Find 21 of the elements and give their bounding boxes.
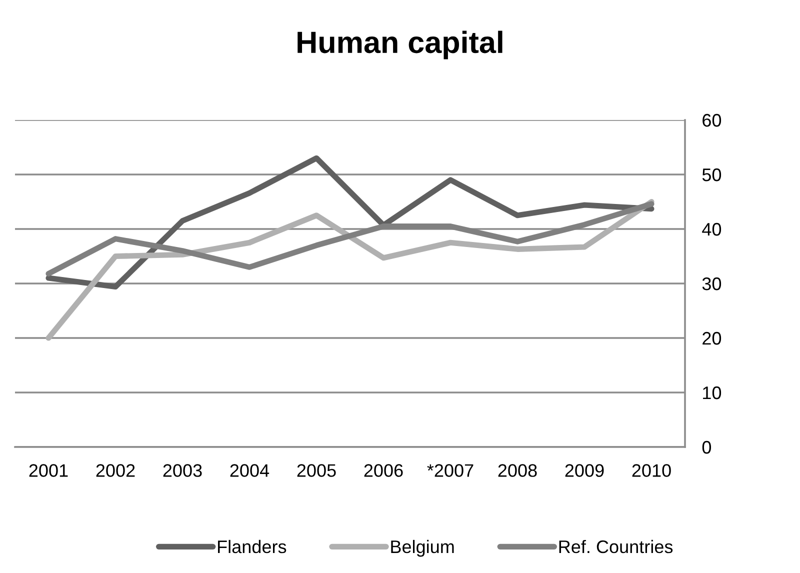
x-tick-label: 2006: [364, 464, 403, 477]
x-tick-label: 2001: [29, 464, 68, 477]
x-tick-label: 2005: [297, 464, 336, 477]
legend-label: Flanders: [218, 540, 286, 554]
y-tick-label: 30: [702, 277, 722, 290]
y-tick-label: 40: [702, 222, 722, 236]
x-tick-label: 2003: [163, 464, 202, 477]
y-tick-label: 50: [702, 168, 722, 182]
y-tick-label: 10: [703, 386, 722, 400]
y-tick-label: 0: [702, 440, 711, 454]
legend-label: Belgium: [391, 540, 454, 557]
chart-title: Human capital: [298, 30, 502, 60]
y-tick-label: 20: [702, 332, 722, 345]
x-tick-label: 2004: [230, 464, 270, 477]
legend-label: Ref. Countries: [559, 540, 673, 554]
x-tick-label: 2010: [632, 464, 671, 477]
y-tick-label: 60: [702, 114, 722, 127]
x-tick-label: 2008: [498, 464, 537, 477]
x-tick-label: 2009: [565, 464, 604, 477]
x-tick-label: *2007: [427, 464, 474, 477]
x-tick-label: 2002: [96, 464, 135, 477]
